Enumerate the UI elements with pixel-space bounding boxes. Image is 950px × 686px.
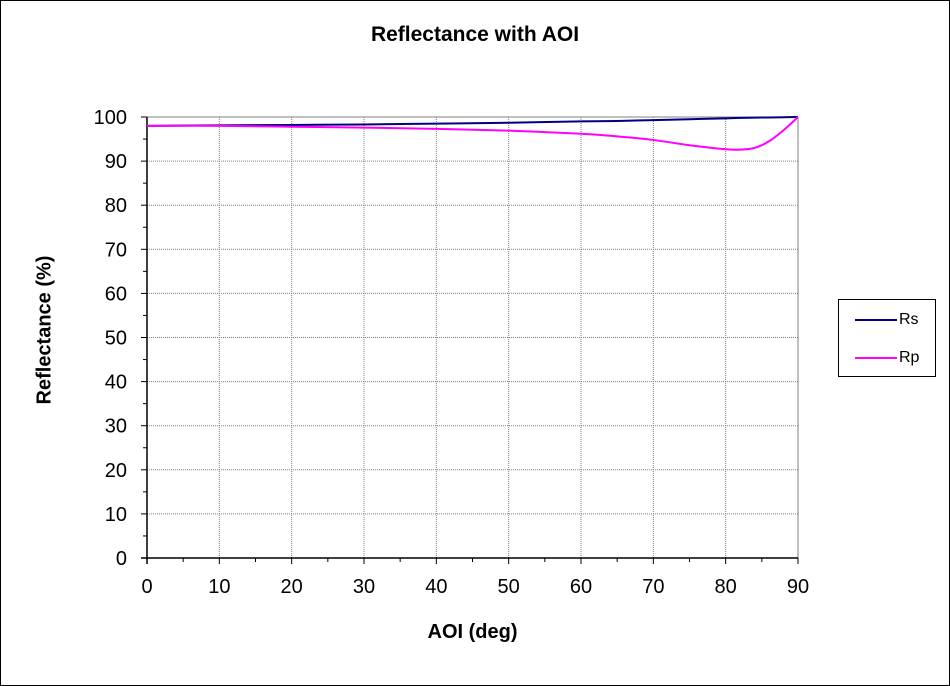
x-tick-label: 70	[642, 576, 664, 598]
series-line-rs	[146, 116, 799, 127]
y-tick-label: 90	[105, 151, 127, 173]
legend: Rs Rp	[838, 299, 936, 377]
legend-item-rs: Rs	[855, 310, 919, 330]
y-tick-label: 60	[105, 283, 127, 305]
series-layer	[146, 116, 799, 151]
x-tick-label: 30	[353, 576, 375, 598]
y-tick-label: 50	[105, 328, 127, 350]
x-tick-label: 0	[141, 576, 152, 598]
y-tick-label: 10	[105, 504, 127, 526]
y-tick-label: 30	[105, 416, 127, 438]
y-tick-label: 80	[105, 195, 127, 217]
y-tick-label: 0	[116, 548, 127, 570]
x-tick-label: 60	[570, 576, 592, 598]
chart-title: Reflectance with AOI	[370, 23, 580, 46]
x-tick-label: 90	[787, 576, 809, 598]
x-tick-label: 10	[208, 576, 230, 598]
x-axis-label: AOI (deg)	[427, 621, 518, 643]
x-tick-label: 80	[715, 576, 737, 598]
x-tick-label: 20	[281, 576, 303, 598]
x-tick-label: 50	[498, 576, 520, 598]
tick-label-layer: 0 10 20 30 40 50 60 70 80 90 0 10 20 30 40 50 60 70 80 90 10…	[94, 107, 810, 598]
legend-item-rp: Rp	[855, 348, 919, 368]
y-tick-label: 70	[105, 239, 127, 261]
y-tick-label: 40	[105, 372, 127, 394]
y-tick-label: 20	[105, 460, 127, 482]
legend-label-rs: Rs	[899, 311, 919, 328]
legend-swatch-rp	[855, 357, 897, 359]
legend-label-rp: Rp	[899, 349, 920, 366]
grid-layer	[147, 116, 799, 558]
series-line-rp	[146, 116, 799, 151]
legend-swatch-rs	[855, 319, 897, 321]
y-tick-label: 100	[94, 107, 127, 129]
x-tick-label: 40	[425, 576, 447, 598]
axis-layer	[141, 116, 799, 564]
